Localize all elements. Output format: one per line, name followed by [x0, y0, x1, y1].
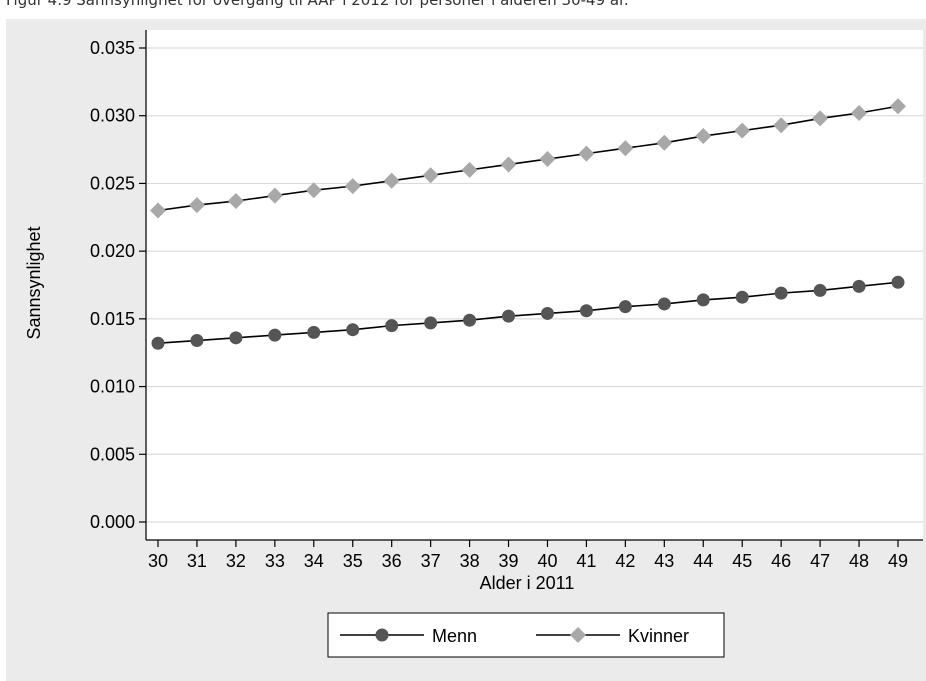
data-point-kvinner	[773, 117, 790, 134]
data-point-menn	[502, 309, 516, 323]
data-point-menn	[852, 279, 866, 293]
data-point-kvinner	[344, 178, 361, 195]
y-tick-label: 0.005	[90, 444, 135, 464]
data-point-menn	[190, 334, 204, 348]
data-point-menn	[540, 306, 554, 320]
legend: Menn Kvinner	[327, 612, 725, 658]
x-tick-label: 36	[382, 551, 402, 571]
y-tick-label: 0.000	[90, 512, 135, 532]
data-point-kvinner	[188, 197, 205, 214]
data-point-kvinner	[617, 140, 634, 157]
data-point-menn	[346, 323, 360, 337]
data-point-kvinner	[812, 110, 829, 127]
series-line-menn	[157, 281, 899, 345]
plot-area	[147, 30, 923, 540]
x-tick-label: 45	[732, 551, 752, 571]
data-point-menn	[229, 331, 243, 345]
y-axis-ticks: 0.000 0.005 0.010 0.015 0.020 0.025 0.030 0.035	[90, 38, 146, 532]
x-tick-label: 33	[265, 551, 285, 571]
x-tick-label: 32	[226, 551, 246, 571]
data-point-kvinner	[656, 134, 673, 151]
x-axis-title: Alder i 2011	[480, 573, 575, 593]
data-point-menn	[891, 275, 905, 289]
data-point-kvinner	[851, 105, 868, 122]
data-point-menn	[385, 319, 399, 333]
figure-caption: Figur 4.9 Sannsynlighet for overgang til…	[6, 0, 629, 9]
data-point-menn	[579, 304, 593, 318]
data-point-kvinner	[383, 172, 400, 189]
data-point-kvinner	[734, 122, 751, 139]
data-point-menn	[424, 316, 438, 330]
x-tick-label: 31	[187, 551, 207, 571]
data-point-menn	[463, 313, 477, 327]
legend-label-menn: Menn	[432, 626, 477, 646]
data-point-menn	[696, 293, 710, 307]
data-point-kvinner	[150, 202, 166, 219]
legend-label-kvinner: Kvinner	[628, 626, 689, 646]
x-tick-label: 46	[771, 551, 791, 571]
x-tick-label: 47	[810, 551, 830, 571]
data-point-kvinner	[539, 151, 556, 168]
data-point-menn	[268, 328, 282, 342]
data-point-kvinner	[227, 193, 244, 210]
x-tick-label: 40	[537, 551, 557, 571]
data-point-kvinner	[305, 182, 322, 199]
y-tick-label: 0.030	[90, 106, 135, 126]
legend-marker-kvinner	[570, 627, 586, 643]
series-menn	[151, 275, 905, 350]
y-tick-label: 0.020	[90, 241, 135, 261]
y-tick-label: 0.015	[90, 309, 135, 329]
data-point-menn	[813, 283, 827, 297]
x-tick-label: 39	[499, 551, 519, 571]
data-point-menn	[151, 336, 165, 350]
y-tick-label: 0.025	[90, 173, 135, 193]
data-point-kvinner	[890, 98, 906, 115]
data-point-kvinner	[500, 156, 517, 173]
x-tick-label: 42	[615, 551, 635, 571]
x-tick-label: 44	[693, 551, 713, 571]
x-tick-label: 34	[304, 551, 324, 571]
y-tick-label: 0.010	[90, 377, 135, 397]
x-tick-label: 37	[421, 551, 441, 571]
series-group	[150, 98, 906, 350]
data-point-kvinner	[578, 145, 595, 162]
y-axis-title: Sannsynlighet	[24, 226, 44, 339]
gridlines	[147, 47, 923, 523]
data-point-menn	[735, 290, 749, 304]
data-point-menn	[307, 325, 321, 339]
data-point-kvinner	[266, 187, 283, 204]
data-point-kvinner	[461, 161, 478, 178]
data-point-kvinner	[695, 128, 712, 145]
data-point-kvinner	[422, 167, 439, 184]
x-tick-label: 48	[849, 551, 869, 571]
x-tick-label: 30	[148, 551, 168, 571]
x-tick-label: 38	[460, 551, 480, 571]
legend-marker-menn	[375, 628, 389, 642]
x-tick-label: 41	[576, 551, 596, 571]
x-tick-label: 35	[343, 551, 363, 571]
data-point-menn	[657, 297, 671, 311]
series-kvinner	[150, 98, 906, 219]
x-tick-label: 49	[888, 551, 908, 571]
x-tick-label: 43	[654, 551, 674, 571]
data-point-menn	[618, 300, 632, 314]
x-axis-ticks: 30 31 32 33 34 35 36 37 38 39 40 41 42 43 44 45 46 47 48 49	[148, 540, 908, 571]
data-point-menn	[774, 286, 788, 300]
y-tick-label: 0.035	[90, 38, 135, 58]
